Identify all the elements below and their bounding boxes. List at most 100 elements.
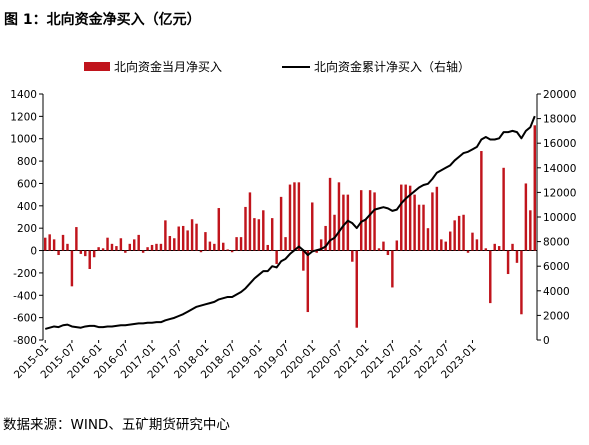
bar	[133, 239, 136, 251]
bar	[311, 202, 314, 251]
bar	[195, 223, 198, 251]
bar	[79, 250, 83, 254]
bar	[408, 185, 412, 251]
bar	[155, 243, 158, 251]
right-axis-tick-label: 0	[543, 335, 550, 347]
bar	[266, 244, 269, 251]
bar	[457, 215, 461, 251]
bar	[493, 243, 496, 251]
bar	[177, 226, 180, 251]
bar	[529, 210, 532, 251]
bar	[475, 239, 479, 251]
left-axis-tick-label: -400	[13, 290, 37, 302]
bar	[444, 241, 447, 251]
bar	[453, 220, 456, 251]
bar	[186, 230, 189, 251]
source-note: 数据来源：WIND、五矿期货研究中心	[3, 417, 230, 433]
bar	[204, 232, 207, 251]
bar	[253, 218, 256, 251]
bar	[57, 250, 60, 256]
legend-line-label: 北向资金累计净买入（右轴）	[314, 59, 470, 74]
bar	[502, 167, 505, 251]
bar	[306, 250, 310, 313]
bar	[92, 250, 96, 258]
bar	[128, 243, 132, 251]
bar	[159, 243, 163, 251]
bar	[520, 250, 523, 315]
left-axis-tick-label: 0	[30, 246, 37, 258]
left-axis-tick-label: -200	[13, 268, 37, 280]
bar	[66, 243, 69, 251]
bar	[435, 186, 439, 251]
bar	[533, 125, 536, 251]
bar	[44, 237, 47, 251]
bar	[88, 250, 91, 269]
bar	[97, 247, 100, 251]
left-axis-tick-label: 1200	[10, 111, 37, 123]
bar	[466, 250, 470, 253]
left-axis-tick-label: 1400	[10, 89, 37, 101]
bar	[288, 184, 292, 251]
right-axis-tick-label: 16000	[543, 138, 576, 150]
bar	[297, 182, 301, 251]
bar	[257, 219, 261, 251]
bar	[226, 249, 229, 251]
bar	[400, 184, 403, 251]
bar	[422, 204, 425, 251]
right-axis-tick-label: 12000	[543, 187, 576, 199]
chart-title: 图 1：北向资金净买入（亿元）	[4, 12, 201, 28]
bar	[471, 232, 474, 251]
bar	[279, 196, 283, 251]
bar	[333, 214, 336, 251]
bar	[190, 219, 194, 251]
bar	[262, 210, 265, 251]
left-axis-tick-label: 600	[17, 178, 37, 190]
bar	[115, 246, 118, 251]
left-axis-tick-label: 1000	[10, 134, 37, 146]
bar	[511, 243, 514, 251]
bar	[168, 236, 172, 251]
bar	[413, 194, 416, 251]
bar	[324, 225, 327, 251]
bar	[506, 250, 510, 275]
bar	[217, 208, 221, 251]
bar	[248, 192, 252, 251]
bar	[346, 194, 350, 251]
bar	[489, 250, 492, 304]
right-axis-tick-label: 10000	[543, 212, 576, 224]
bar	[70, 250, 74, 287]
bar	[173, 238, 176, 251]
bar	[230, 250, 234, 253]
left-axis-tick-label: 400	[17, 201, 37, 213]
legend-bar-label: 北向资金当月净买入	[114, 59, 222, 74]
bar	[284, 237, 287, 251]
bar	[373, 192, 376, 251]
bar	[462, 214, 465, 251]
right-axis-tick-label: 2000	[543, 310, 570, 322]
cumulative-line	[44, 115, 536, 330]
bar	[119, 238, 123, 251]
bar	[368, 190, 372, 251]
bar-series	[44, 125, 536, 328]
right-axis-tick-label: 20000	[543, 89, 576, 101]
right-axis-tick-label: 4000	[543, 286, 570, 298]
legend-bar-swatch	[84, 62, 110, 71]
bar	[293, 182, 296, 251]
bar	[137, 234, 140, 251]
bar	[391, 250, 394, 288]
right-axis-tick-label: 14000	[543, 163, 576, 175]
bar	[417, 204, 421, 251]
bar	[515, 250, 519, 263]
bar	[342, 194, 345, 251]
bar	[484, 248, 488, 251]
bar	[222, 242, 225, 251]
bar	[377, 248, 381, 251]
bar	[382, 241, 385, 251]
bar	[426, 228, 430, 251]
bar	[480, 151, 483, 251]
bar	[84, 250, 87, 257]
bar	[524, 183, 528, 251]
bar	[235, 237, 238, 251]
bar	[244, 206, 247, 251]
